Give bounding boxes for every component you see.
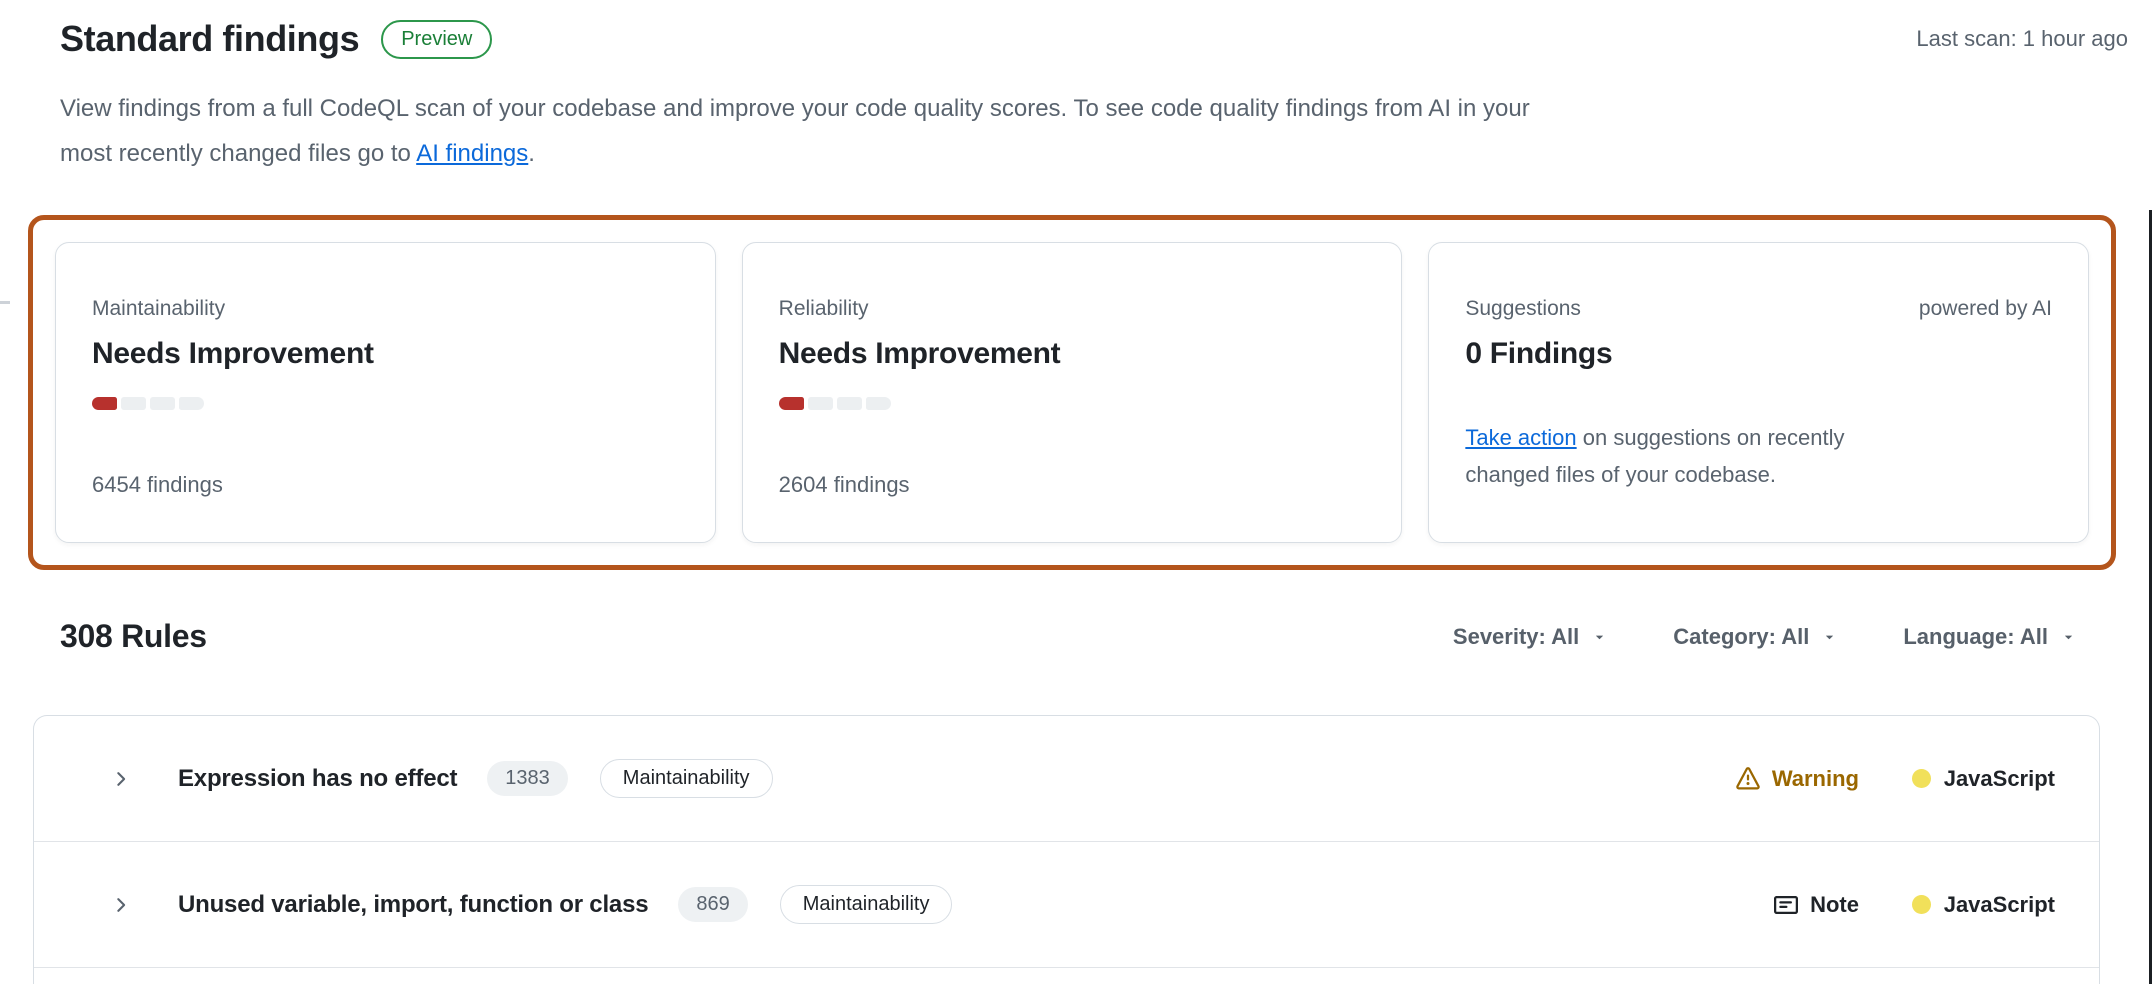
preview-badge: Preview [381, 19, 493, 59]
rules-table: Expression has no effect 1383 Maintainab… [33, 715, 2100, 984]
page-title: Standard findings [60, 18, 360, 59]
language-text: JavaScript [1943, 765, 2055, 791]
card-score-value: 0 Findings [1465, 337, 1613, 370]
meter-segment [179, 397, 204, 410]
description-line-1: View findings from a full CodeQL scan of… [60, 95, 1530, 122]
language-label: JavaScript [1887, 766, 2055, 792]
score-meter [92, 397, 679, 410]
meter-segment [836, 397, 862, 410]
left-edge-divider-fragment [0, 301, 10, 304]
language-label: JavaScript [1887, 892, 2055, 918]
rule-title: Expression has no effect [178, 764, 458, 792]
rules-filters: Severity: All Category: All Language: Al… [1453, 624, 2076, 650]
page-description: View findings from a full CodeQL scan of… [60, 86, 1530, 176]
score-cards-highlight-box: Maintainability Needs Improvement 6454 f… [28, 215, 2116, 570]
suggestions-action-text: Take action on suggestions on recently c… [1465, 419, 1865, 493]
last-scan-text: Last scan: 1 hour ago [1916, 26, 2128, 51]
meter-segment [121, 397, 146, 410]
javascript-dot-icon [1911, 769, 1931, 788]
meter-segment [150, 397, 175, 410]
card-score-value: Needs Improvement [92, 337, 374, 370]
ai-findings-link[interactable]: AI findings [416, 140, 529, 167]
maintainability-score-card: Maintainability Needs Improvement 6454 f… [55, 242, 716, 543]
category-pill[interactable]: Maintainability [599, 759, 773, 798]
table-row[interactable]: Expression has no effect 1383 Maintainab… [34, 716, 2099, 842]
reliability-score-card: Reliability Needs Improvement 2604 findi… [741, 242, 1403, 543]
description-line-2: most recently changed files go to AI fin… [60, 131, 1530, 176]
chevron-right-icon [109, 768, 131, 790]
rule-count-badge: 1383 [487, 761, 568, 796]
note-icon [1774, 893, 1799, 917]
meter-segment-filled [92, 397, 117, 410]
chevron-right-icon [109, 894, 131, 916]
filter-label: Language: All [1903, 623, 2048, 649]
chevron-down-icon [1592, 629, 1607, 644]
window-edge-line [2149, 210, 2152, 984]
meter-segment [807, 397, 833, 410]
category-pill[interactable]: Maintainability [779, 885, 953, 924]
rule-title: Unused variable, import, function or cla… [178, 890, 649, 918]
card-label: Reliability [778, 297, 869, 320]
suggestions-card: Suggestions powered by AI 0 Findings Tak… [1428, 242, 2090, 543]
rule-count-badge: 869 [678, 887, 748, 922]
expand-row-button[interactable] [108, 893, 132, 917]
chevron-down-icon [1822, 629, 1837, 644]
chevron-down-icon [2061, 629, 2076, 644]
severity-label: Note [1681, 892, 1859, 918]
language-filter-dropdown[interactable]: Language: All [1903, 624, 2076, 650]
rules-count-heading: 308 Rules [60, 618, 207, 654]
severity-text: Note [1810, 891, 1859, 917]
page-header: Standard findings Preview Last scan: 1 h… [60, 18, 2128, 60]
expand-row-button[interactable] [108, 767, 132, 791]
description-line-2-text: most recently changed files go to [60, 140, 417, 167]
filter-label: Category: All [1673, 623, 1810, 649]
javascript-dot-icon [1911, 895, 1931, 914]
filter-label: Severity: All [1452, 623, 1580, 649]
card-findings-count: 2604 findings [778, 472, 910, 497]
score-meter [778, 397, 1366, 410]
take-action-link[interactable]: Take action [1465, 425, 1577, 450]
card-findings-count: 6454 findings [92, 472, 223, 497]
meter-segment-filled [778, 397, 804, 410]
alert-triangle-icon [1736, 766, 1760, 791]
action-text: on suggestions on recently changed files… [1465, 425, 1845, 487]
meter-segment [865, 397, 891, 410]
language-text: JavaScript [1943, 891, 2055, 917]
card-label: Maintainability [92, 297, 226, 320]
severity-label: Warning [1681, 766, 1859, 792]
card-score-value: Needs Improvement [778, 337, 1061, 370]
rules-section-header: 308 Rules Severity: All Category: All La… [60, 618, 2076, 655]
severity-text: Warning [1771, 765, 1859, 791]
description-period: . [528, 140, 535, 167]
card-label: Suggestions [1465, 297, 1581, 320]
category-filter-dropdown[interactable]: Category: All [1673, 624, 1837, 650]
severity-filter-dropdown[interactable]: Severity: All [1453, 624, 1607, 650]
powered-by-ai-label: powered by AI [1918, 297, 2053, 320]
table-row[interactable]: Unused variable, import, function or cla… [34, 842, 2099, 968]
